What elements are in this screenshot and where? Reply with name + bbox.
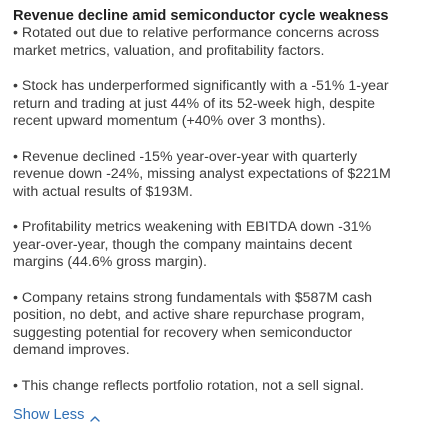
card-title: Revenue decline amid semiconductor cycle… [13, 8, 389, 24]
bullet-item: • Company retains strong fundamentals wi… [13, 289, 373, 359]
show-less-label: Show Less [13, 407, 85, 423]
bullet-item: • This change reflects portfolio rotatio… [13, 377, 364, 394]
bullet-item: • Revenue declined -15% year-over-year w… [13, 148, 391, 200]
bullet-item: • Stock has underperformed significantly… [13, 78, 389, 129]
bullet-item: • Profitability metrics weakening with E… [13, 219, 372, 270]
bullet-item: • Rotated out due to relative performanc… [13, 25, 380, 59]
chevron-up-icon [90, 411, 101, 422]
show-less-button[interactable]: Show Less [13, 406, 101, 424]
